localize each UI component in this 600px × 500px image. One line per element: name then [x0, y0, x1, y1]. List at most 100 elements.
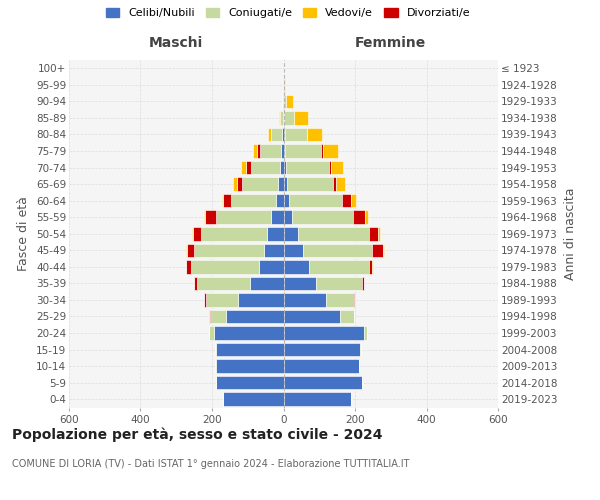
Bar [216, 343, 284, 356]
Bar [223, 392, 284, 406]
Bar [205, 210, 215, 224]
Bar [284, 343, 361, 356]
Bar [280, 161, 284, 174]
Legend: Celibi/Nubili, Coniugati/e, Vedovi/e, Divorziati/e: Celibi/Nubili, Coniugati/e, Vedovi/e, Di… [101, 3, 475, 22]
Bar [259, 260, 284, 274]
Bar [271, 210, 284, 224]
Bar [365, 210, 368, 224]
Bar [329, 161, 331, 174]
Text: Femmine: Femmine [355, 36, 427, 50]
Bar [286, 161, 329, 174]
Bar [298, 227, 368, 240]
Bar [215, 360, 284, 373]
Bar [205, 293, 206, 306]
Bar [353, 210, 365, 224]
Bar [260, 144, 281, 158]
Bar [187, 244, 194, 257]
Bar [193, 227, 201, 240]
Bar [370, 260, 372, 274]
Bar [351, 194, 356, 207]
Bar [303, 244, 372, 257]
Bar [284, 276, 316, 290]
Bar [284, 293, 326, 306]
Bar [335, 178, 344, 191]
Bar [201, 227, 268, 240]
Bar [214, 326, 284, 340]
Bar [286, 94, 293, 108]
Bar [282, 128, 284, 141]
Bar [238, 293, 284, 306]
Bar [242, 178, 278, 191]
Bar [292, 210, 353, 224]
Bar [287, 178, 333, 191]
Bar [323, 144, 338, 158]
Bar [284, 360, 359, 373]
Bar [209, 310, 210, 324]
Bar [284, 111, 294, 124]
Bar [372, 260, 373, 274]
Bar [284, 392, 351, 406]
Bar [284, 210, 292, 224]
Bar [284, 94, 286, 108]
Bar [277, 194, 284, 207]
Bar [308, 260, 370, 274]
Y-axis label: Anni di nascita: Anni di nascita [565, 188, 577, 280]
Bar [284, 244, 303, 257]
Bar [279, 111, 280, 124]
Bar [283, 111, 284, 124]
Bar [284, 178, 287, 191]
Bar [194, 276, 197, 290]
Bar [230, 194, 277, 207]
Bar [204, 210, 205, 224]
Bar [253, 144, 257, 158]
Bar [251, 161, 280, 174]
Text: COMUNE DI LORIA (TV) - Dati ISTAT 1° gennaio 2024 - Elaborazione TUTTITALIA.IT: COMUNE DI LORIA (TV) - Dati ISTAT 1° gen… [12, 459, 409, 469]
Bar [284, 78, 285, 92]
Bar [284, 326, 364, 340]
Bar [281, 144, 284, 158]
Bar [364, 326, 367, 340]
Bar [233, 178, 237, 191]
Bar [280, 111, 283, 124]
Bar [284, 194, 289, 207]
Bar [372, 244, 383, 257]
Bar [194, 244, 264, 257]
Bar [354, 293, 355, 306]
Bar [245, 161, 251, 174]
Bar [241, 161, 245, 174]
Bar [257, 144, 260, 158]
Bar [326, 293, 354, 306]
Bar [294, 111, 308, 124]
Bar [221, 194, 223, 207]
Bar [271, 128, 282, 141]
Bar [377, 227, 380, 240]
Bar [210, 310, 226, 324]
Bar [285, 144, 321, 158]
Bar [342, 194, 351, 207]
Bar [316, 276, 362, 290]
Bar [209, 326, 214, 340]
Bar [284, 260, 308, 274]
Bar [284, 376, 362, 390]
Bar [226, 310, 284, 324]
Bar [186, 260, 191, 274]
Bar [216, 376, 284, 390]
Bar [284, 128, 307, 141]
Bar [284, 144, 285, 158]
Bar [307, 128, 322, 141]
Bar [186, 244, 187, 257]
Bar [250, 276, 284, 290]
Bar [289, 194, 342, 207]
Bar [268, 128, 271, 141]
Bar [191, 260, 259, 274]
Bar [278, 178, 284, 191]
Y-axis label: Fasce di età: Fasce di età [17, 196, 31, 271]
Bar [284, 310, 340, 324]
Bar [331, 161, 343, 174]
Bar [362, 276, 364, 290]
Bar [333, 178, 335, 191]
Bar [368, 227, 377, 240]
Bar [223, 194, 230, 207]
Bar [321, 144, 323, 158]
Bar [340, 310, 353, 324]
